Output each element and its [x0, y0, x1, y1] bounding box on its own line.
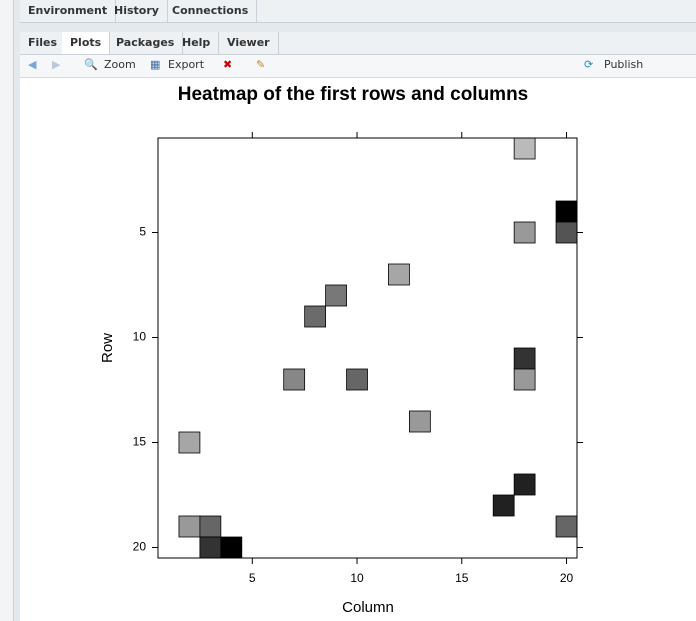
plot-frame — [157, 137, 578, 559]
heat-cell — [492, 494, 515, 517]
tab[interactable]: History — [106, 0, 168, 22]
forward-icon[interactable]: ▶ — [52, 58, 61, 71]
left-strip — [0, 0, 14, 621]
heat-cell — [555, 221, 578, 244]
y-tick-label: 5 — [139, 225, 146, 239]
heat-cell — [388, 263, 410, 286]
tab[interactable]: Environment — [20, 0, 117, 22]
top-tab-bar: Environment History Connections — [20, 0, 696, 23]
clear-icon[interactable]: ✎ — [256, 58, 266, 71]
heat-cell — [408, 410, 431, 433]
heat-cell — [513, 221, 536, 244]
heat-cell — [513, 137, 536, 160]
tab[interactable]: Viewer — [219, 32, 279, 54]
x-tick-label: 15 — [455, 571, 469, 585]
x-axis-label: Column — [342, 599, 394, 616]
heat-cell — [555, 515, 578, 538]
heat-cell — [304, 305, 326, 328]
heat-cell — [178, 431, 201, 454]
heat-cell — [555, 200, 578, 223]
y-tick-label: 20 — [133, 540, 147, 554]
toolbar: ◀ ▶ 🔍 Zoom ▦ Export ✖ ✎ ⟳ Publish — [20, 55, 696, 78]
remove-icon[interactable]: ✖ — [223, 58, 233, 71]
y-tick-label: 10 — [133, 330, 147, 344]
heat-cell — [346, 368, 368, 391]
chart-title: Heatmap of the first rows and columns — [178, 84, 529, 105]
export-button[interactable]: Export — [168, 58, 205, 71]
back-icon[interactable]: ◀ — [28, 58, 37, 71]
zoom-icon: 🔍 — [84, 58, 98, 71]
x-tick-label: 20 — [560, 571, 574, 585]
plot-area — [20, 78, 696, 621]
zoom-button[interactable]: Zoom — [104, 58, 136, 71]
x-tick-label: 10 — [350, 571, 364, 585]
heat-cell — [283, 368, 306, 391]
tab[interactable]: Connections — [164, 0, 258, 22]
heat-cell — [199, 536, 222, 559]
heat-cell — [178, 515, 201, 538]
export-icon: ▦ — [150, 58, 161, 71]
x-tick-label: 5 — [249, 571, 256, 585]
pane-tab-bar: Files Plots Packages Help Viewer — [20, 32, 696, 55]
heat-cell — [513, 368, 536, 391]
heat-cell — [513, 473, 536, 496]
y-axis-label: Row — [99, 333, 116, 363]
heat-cell — [220, 536, 243, 559]
heat-cell — [513, 347, 536, 370]
tab[interactable]: Help — [174, 32, 220, 54]
tab[interactable]: Packages — [108, 32, 184, 54]
tab[interactable]: Plots — [62, 32, 111, 54]
y-tick-label: 15 — [133, 435, 147, 449]
heat-cell — [199, 515, 222, 538]
publish-icon: ⟳ — [584, 58, 594, 71]
heat-cell — [325, 284, 347, 307]
publish-button[interactable]: Publish — [604, 58, 644, 71]
